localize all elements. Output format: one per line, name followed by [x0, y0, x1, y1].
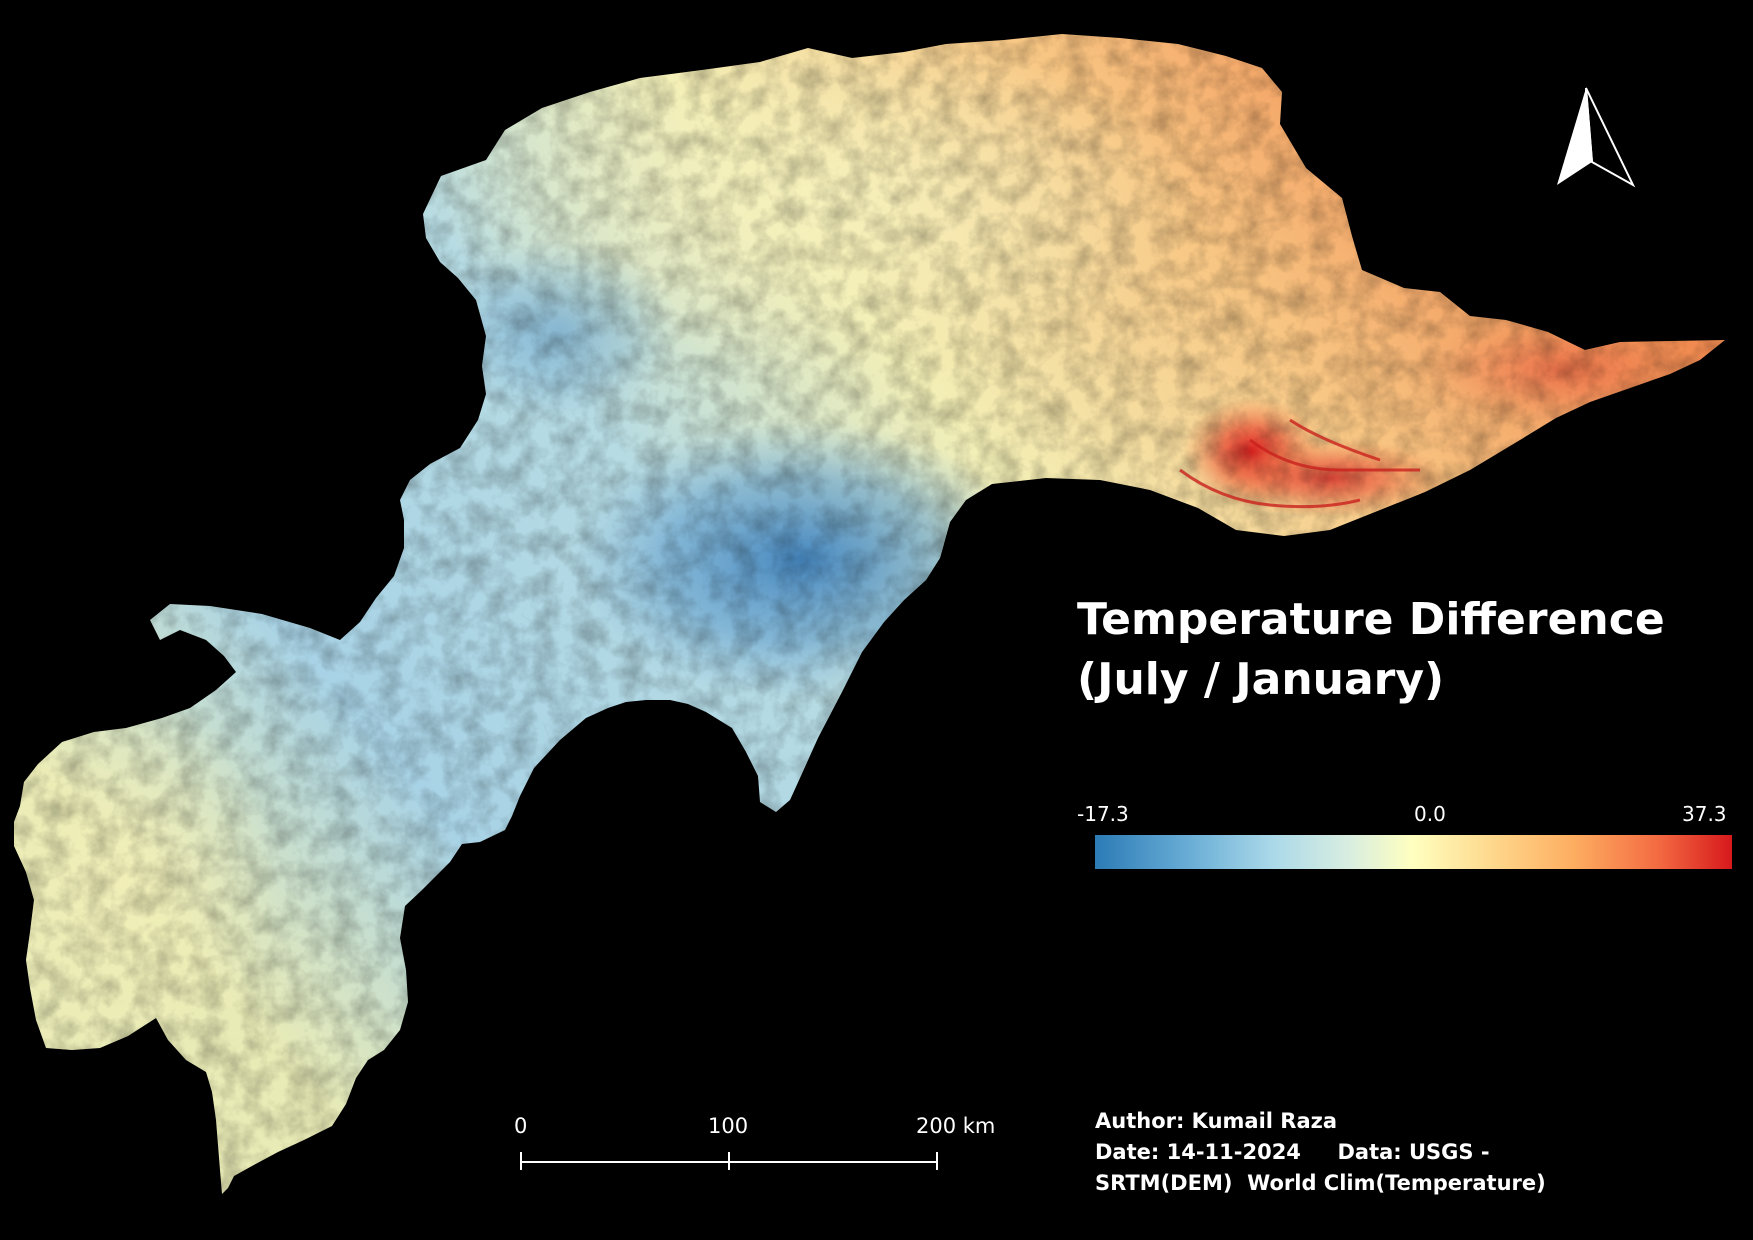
- legend-min-label: -17.3: [1077, 802, 1129, 826]
- legend-max-label: 37.3: [1682, 802, 1727, 826]
- river-network: [1179, 418, 1420, 509]
- credits-sources: SRTM(DEM) World Clim(Temperature): [1095, 1171, 1546, 1195]
- scale-bar: [520, 1152, 938, 1170]
- credits-author: Author: Kumail Raza: [1095, 1109, 1338, 1133]
- map-title-line2: (July / January): [1077, 654, 1445, 705]
- credits-date-data: Date: 14-11-2024 Data: USGS -: [1095, 1140, 1490, 1164]
- map-credits: Author: Kumail Raza Date: 14-11-2024 Dat…: [1095, 1106, 1546, 1199]
- legend-mid-label: 0.0: [1414, 802, 1446, 826]
- map-title: Temperature Difference (July / January): [1077, 590, 1665, 710]
- scale-bar-label-0: 0: [514, 1114, 528, 1138]
- legend-color-ramp: [1095, 835, 1732, 869]
- scale-bar-label-200: 200 km: [916, 1114, 996, 1138]
- north-arrow-icon: [1557, 87, 1636, 188]
- map-title-line1: Temperature Difference: [1077, 594, 1665, 645]
- scale-bar-label-100: 100: [708, 1114, 749, 1138]
